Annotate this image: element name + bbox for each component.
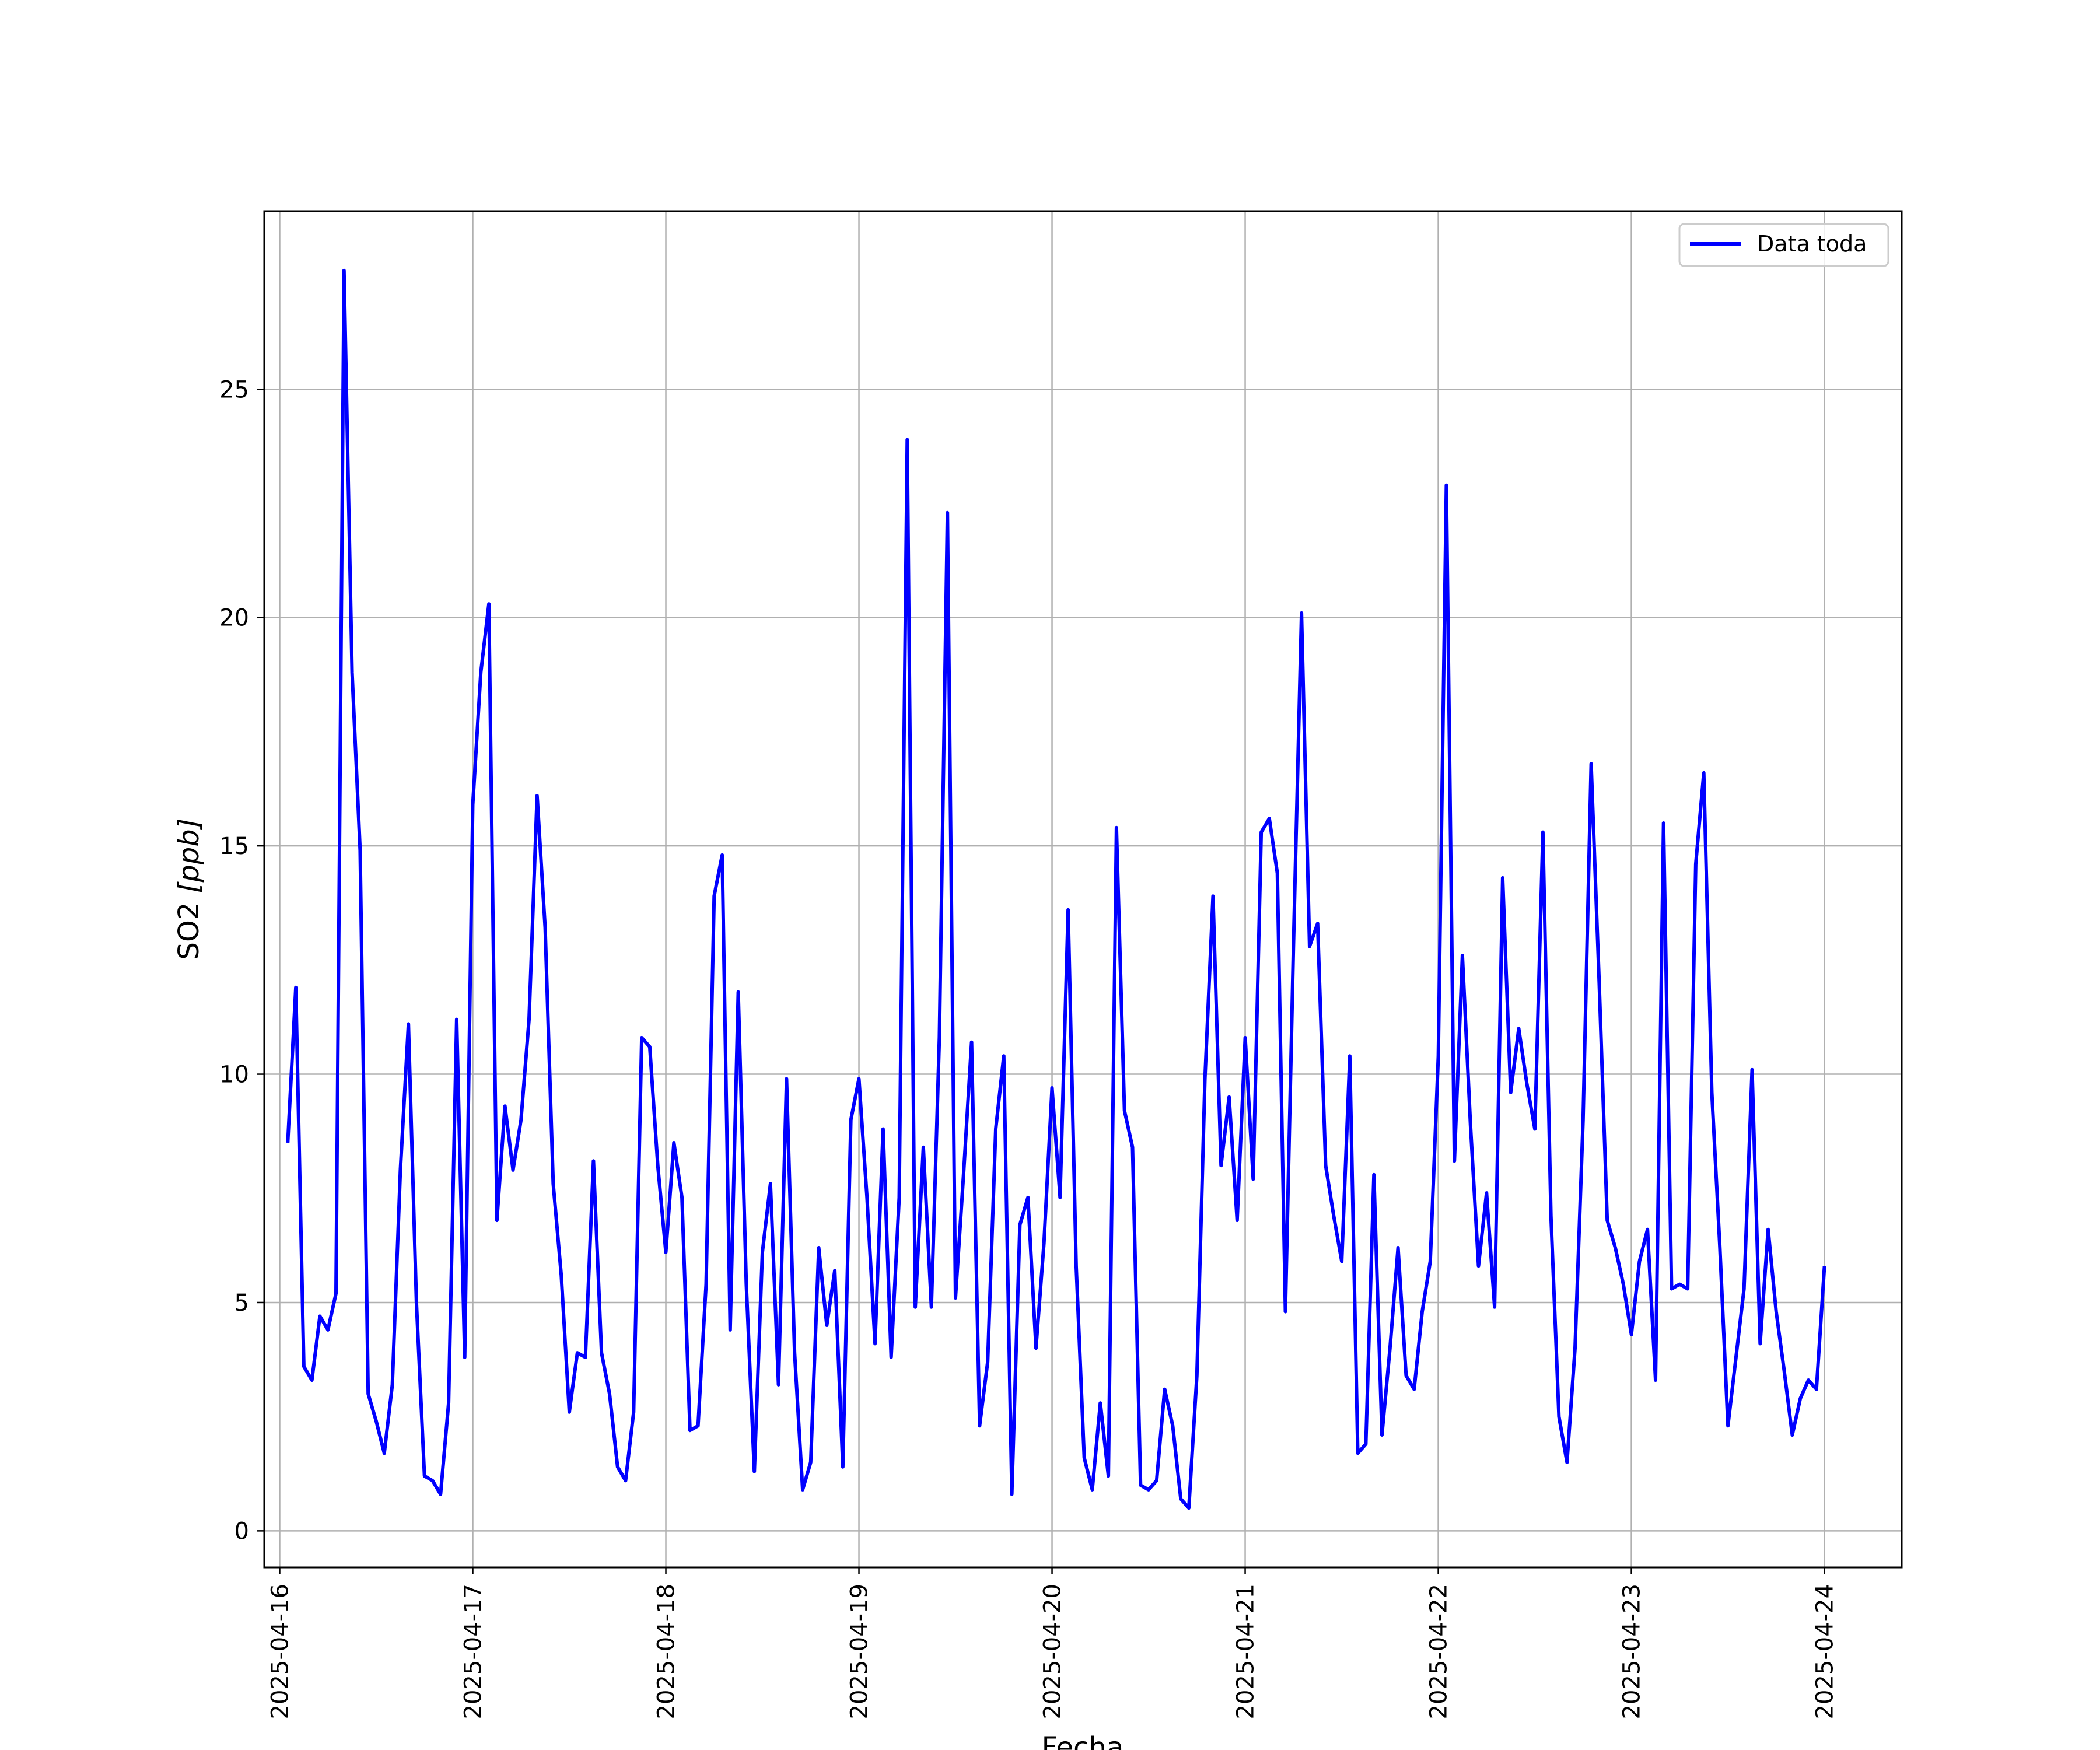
- x-tick-label: 2025-04-24: [1812, 1584, 1839, 1719]
- series-layer: [286, 268, 1826, 1510]
- x-tick-label: 2025-04-22: [1426, 1584, 1452, 1719]
- x-tick-label: 2025-04-21: [1233, 1584, 1259, 1719]
- legend-label: Data toda: [1757, 231, 1867, 257]
- x-tick-label: 2025-04-16: [267, 1584, 293, 1719]
- y-tick-label: 0: [235, 1518, 249, 1545]
- y-tick-label: 10: [219, 1062, 249, 1088]
- y-tick-label: 25: [219, 376, 249, 403]
- y-axis-ticks: 0 5 10 15 20 25: [219, 376, 264, 1545]
- x-tick-label: 2025-04-17: [460, 1584, 487, 1719]
- y-axis-label-unit: [ppb]: [173, 818, 205, 894]
- x-tick-label: 2025-04-23: [1619, 1584, 1646, 1719]
- x-axis-label: Fecha: [1042, 1731, 1124, 1750]
- grid-lines: [264, 211, 1902, 1567]
- legend-box: [1678, 223, 1889, 267]
- x-tick-label: 2025-04-18: [653, 1584, 680, 1719]
- x-axis-ticks: 2025-04-16 2025-04-17 2025-04-18 2025-04-19…: [267, 1567, 1839, 1719]
- y-tick-label: 15: [219, 833, 249, 860]
- x-tick-label: 2025-04-19: [846, 1584, 873, 1719]
- legend: Data toda: [1678, 223, 1889, 267]
- x-tick-label: 2025-04-20: [1040, 1584, 1066, 1719]
- series-line: [286, 268, 1826, 1510]
- y-axis-label-text: SO2: [173, 893, 205, 960]
- y-axis-label: SO2 [ppb]: [173, 818, 205, 960]
- y-tick-label: 20: [219, 605, 249, 632]
- y-tick-label: 5: [235, 1290, 249, 1317]
- plot-frame: [263, 210, 1903, 1569]
